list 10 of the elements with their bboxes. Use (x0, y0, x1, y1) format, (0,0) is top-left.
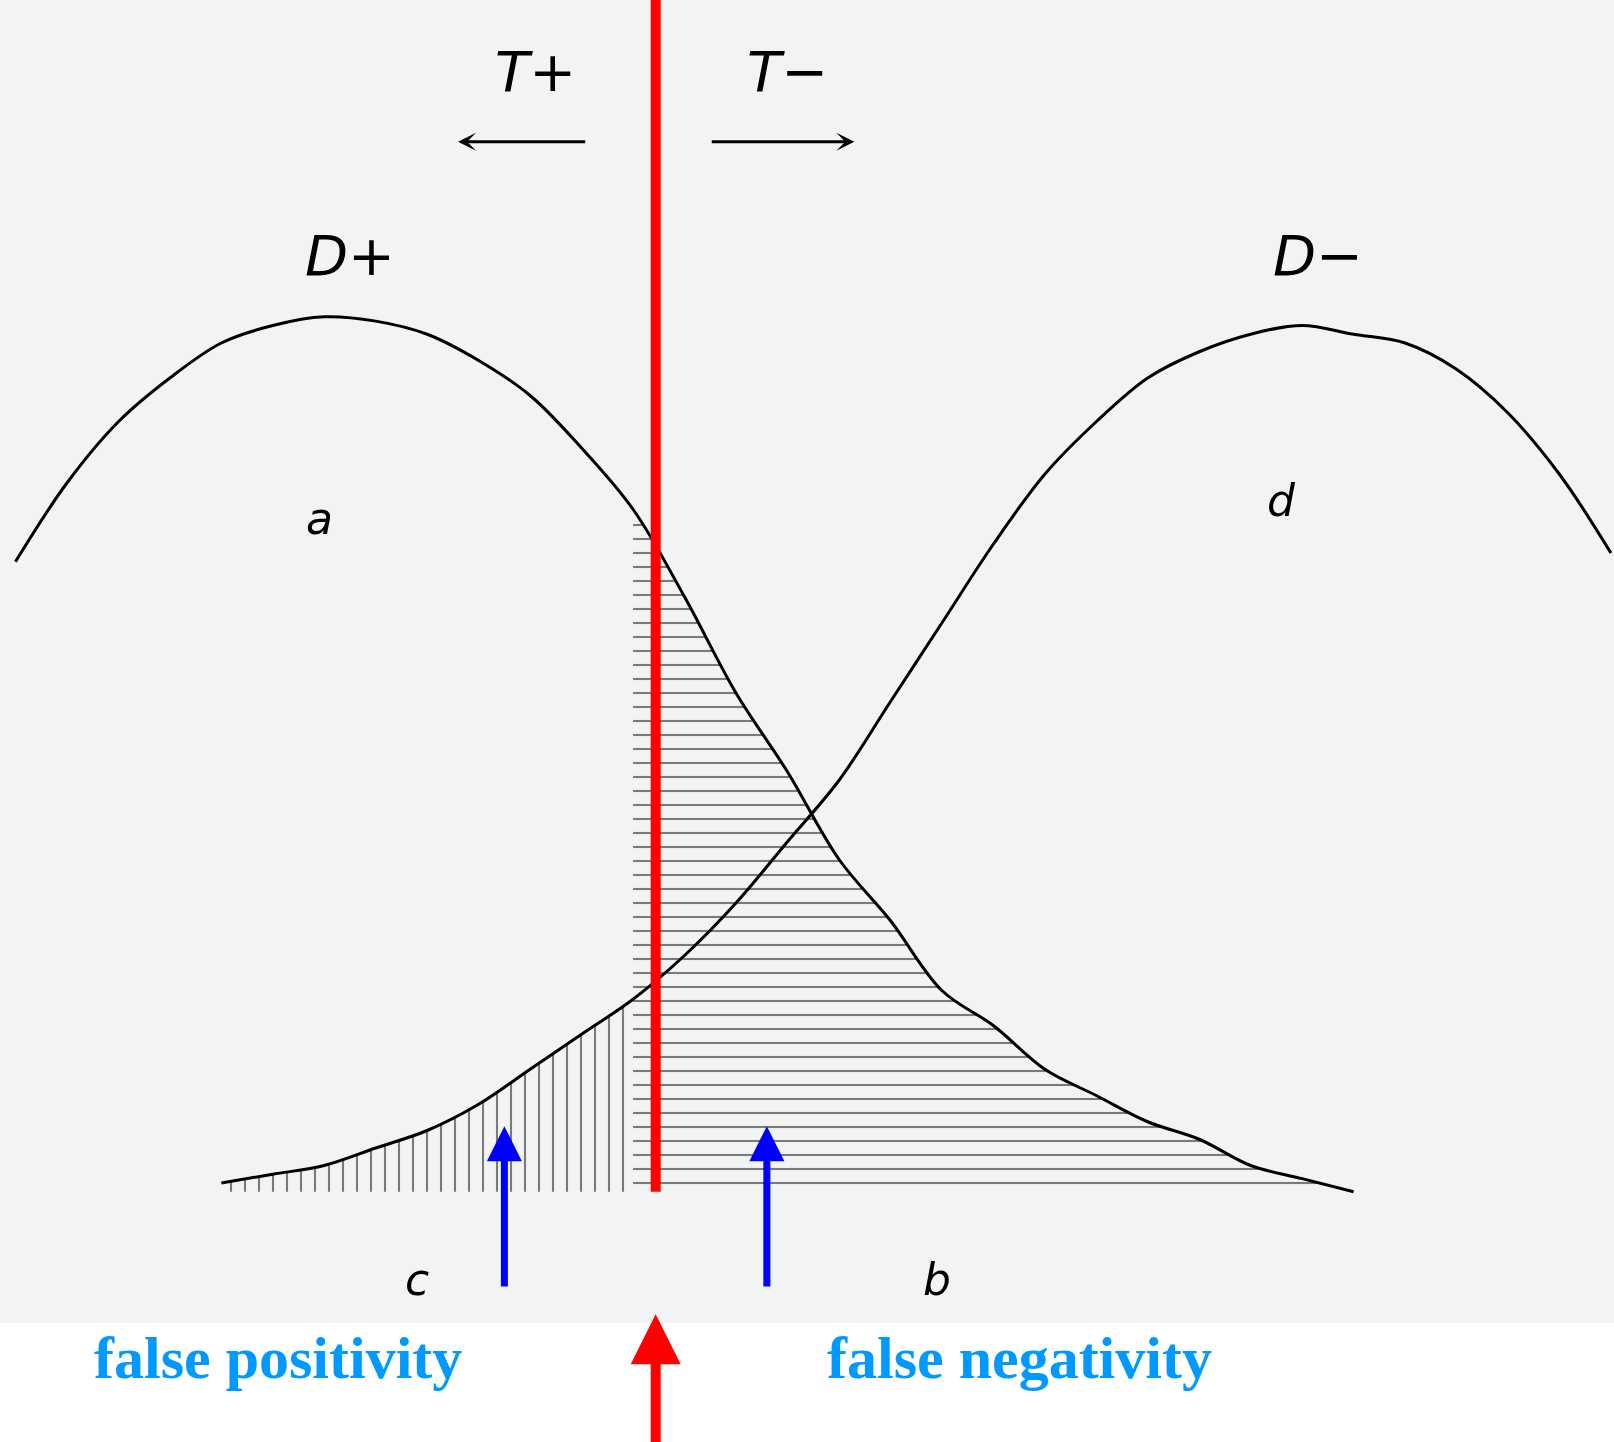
series-label: D+ (305, 223, 396, 288)
text: T− (747, 39, 829, 104)
text: c (405, 1254, 430, 1305)
text: false negativity (827, 1325, 1212, 1391)
text: false positivity (94, 1325, 463, 1391)
text: T+ (495, 39, 577, 104)
annotation: a (306, 493, 333, 544)
series-label: D− (1273, 223, 1364, 288)
annotation: d (1267, 475, 1296, 526)
text: b (923, 1254, 951, 1305)
